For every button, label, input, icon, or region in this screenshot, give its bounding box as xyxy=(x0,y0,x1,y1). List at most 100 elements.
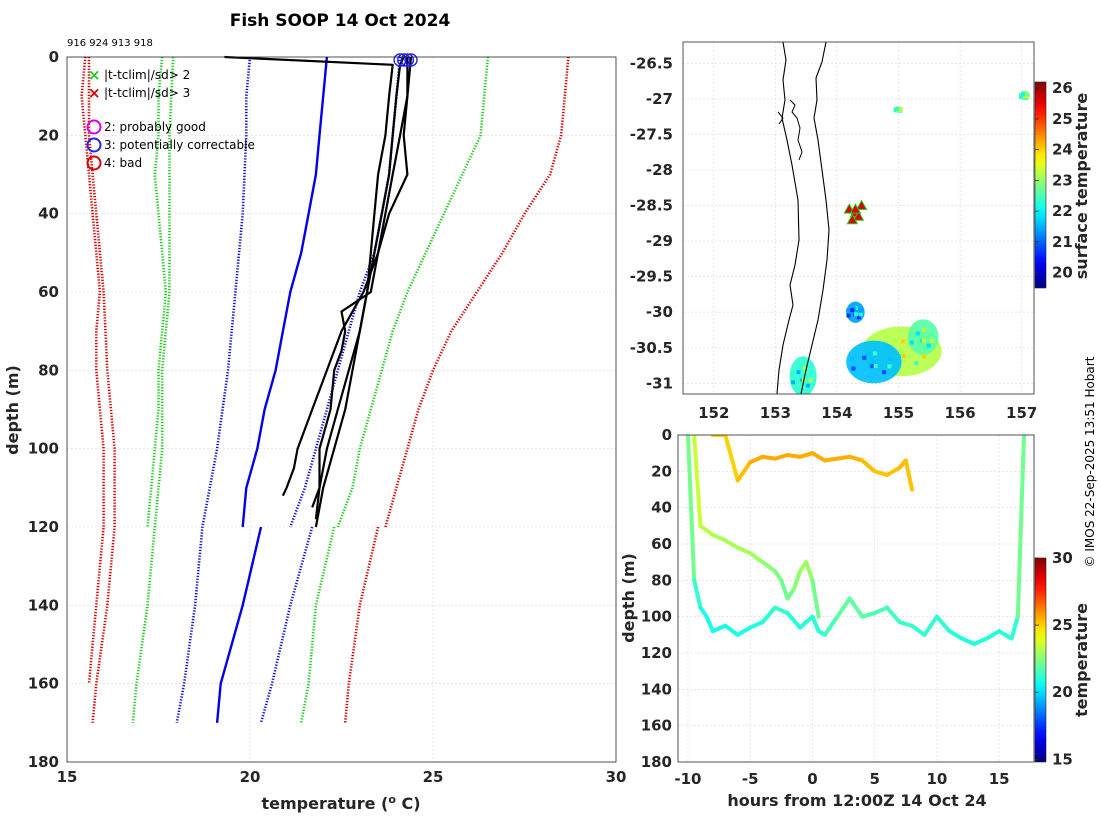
temperature-colorbar-tick-label: 15 xyxy=(1052,750,1073,768)
surface-colorbar-tick-label: 21 xyxy=(1052,233,1073,251)
sst-pixel xyxy=(790,371,795,376)
timeseries-ticks: -10 -5 0 5 10 15 0 20 40 60 80 100 120 140 160 180 xyxy=(641,426,1010,788)
temperature-colorbar-tick-label: 20 xyxy=(1052,683,1073,701)
surface-colorbar-label: surface temperature xyxy=(1072,93,1091,280)
map-y-tick-label: -31 xyxy=(646,374,673,392)
sst-pixel xyxy=(899,349,904,354)
profile-2-line xyxy=(314,56,405,520)
mid-depth-trace-segment xyxy=(692,435,703,528)
sst-pixel xyxy=(929,338,934,343)
sst-pixel xyxy=(872,351,877,356)
profile-y-tick-label: 100 xyxy=(28,440,59,458)
sst-pixel xyxy=(870,364,875,369)
timeseries-frame xyxy=(677,434,1035,763)
timeseries-x-tick-label: -5 xyxy=(742,770,759,788)
sst-pixel xyxy=(909,340,914,345)
sst-pixel xyxy=(791,380,796,385)
deep-bottom-trace-segment xyxy=(885,605,902,625)
map-x-tick-label: 157 xyxy=(1006,404,1037,422)
surface-colorbar-tick-label: 23 xyxy=(1052,171,1073,189)
sst-pixel xyxy=(914,361,919,366)
clim-3sd-low-b-line xyxy=(87,57,116,723)
timeseries-x-tick-label: 5 xyxy=(869,770,879,788)
sst-pixel xyxy=(1025,92,1030,97)
surface-colorbar-tick-label: 22 xyxy=(1052,202,1073,220)
legend-flag4-circle xyxy=(86,155,102,171)
shallow-trace-segment xyxy=(760,454,778,461)
sst-pixel xyxy=(1018,38,1022,42)
legend-2sd-label: |t-tclim|/sd> 2 xyxy=(104,68,190,82)
map-y-tick-label: -29 xyxy=(646,232,673,250)
temperature-colorbar-label: temperature xyxy=(1072,603,1091,717)
timeseries-y-tick-label: 20 xyxy=(651,462,672,480)
sst-pixel xyxy=(806,383,811,388)
profile-x-tick-label: 20 xyxy=(240,768,261,786)
sst-pixel xyxy=(895,106,900,111)
sst-pixel xyxy=(867,362,872,367)
deep-bottom-trace-segment xyxy=(822,614,840,637)
shallow-trace-segment xyxy=(847,454,865,463)
surface-colorbar-tick-label: 20 xyxy=(1052,264,1073,282)
legend-flag3-circle xyxy=(86,137,102,153)
sst-pixel xyxy=(856,315,861,320)
flag-circles xyxy=(393,53,418,67)
shallow-trace-segment xyxy=(748,454,765,465)
deep-bottom-trace-segment xyxy=(922,614,939,637)
timeseries-y-tick-label: 80 xyxy=(651,571,672,589)
deep-bottom-trace-segment xyxy=(710,623,728,634)
timeseries-y-tick-label: 140 xyxy=(641,680,672,698)
clim-2sd-high-b-line xyxy=(299,526,336,724)
shallow-trace-segment xyxy=(797,451,815,459)
sst-pixel xyxy=(846,308,851,313)
map-y-tick-label: -28.5 xyxy=(630,197,673,215)
sst-pixel xyxy=(915,331,920,336)
timeseries-x-tick-label: 0 xyxy=(807,770,817,788)
deep-bottom-trace-segment xyxy=(972,636,989,646)
sst-pixel xyxy=(858,312,863,317)
shallow-trace-segment xyxy=(785,452,802,459)
timeseries-y-tick-label: 180 xyxy=(641,753,672,771)
timeseries-series xyxy=(685,435,1027,646)
mid-depth-trace-segment xyxy=(698,523,715,537)
profile-x-tick-label: 25 xyxy=(423,768,444,786)
clim-mean-solid-b-line xyxy=(215,526,263,723)
timeseries-x-axis-label: hours from 12:00Z 14 Oct 24 xyxy=(727,791,986,810)
shallow-trace-segment xyxy=(822,456,840,463)
map-y-tick-label: -30 xyxy=(646,303,673,321)
ship-track-markers xyxy=(843,199,868,225)
profile-y-axis-label: depth (m) xyxy=(3,365,22,455)
legend-flag4-label: 4: bad xyxy=(104,156,142,170)
timeseries-y-tick-label: 40 xyxy=(651,499,672,517)
profile-y-tick-label: 40 xyxy=(38,205,59,223)
shallow-trace-segment xyxy=(723,435,740,483)
credit-text: © IMOS 22-Sep-2025 13:51 Hobart xyxy=(1083,356,1097,567)
sst-pixel xyxy=(1018,36,1022,40)
ship-track-marker xyxy=(849,203,862,214)
sst-pixel xyxy=(1021,92,1026,97)
surface-colorbar-tick-label: 24 xyxy=(1052,141,1073,159)
deep-bottom-trace-segment xyxy=(835,596,852,619)
shallow-trace-segment xyxy=(835,454,852,461)
deep-bottom-trace-segment xyxy=(685,435,697,583)
flag-circle-marker xyxy=(400,53,415,67)
profile-gridlines xyxy=(66,56,617,763)
deep-bottom-trace-segment xyxy=(997,629,1014,641)
sst-pixel xyxy=(853,312,858,317)
sst-pixel xyxy=(1017,35,1021,39)
deep-bottom-trace-segment xyxy=(872,605,890,616)
sst-pixel xyxy=(926,343,931,348)
mid-depth-trace-segment xyxy=(735,545,753,556)
sst-pixel xyxy=(801,374,806,379)
mid-depth-trace-segment xyxy=(760,560,778,574)
deep-bottom-trace-segment xyxy=(797,614,815,630)
sst-pixel xyxy=(1016,36,1020,40)
map-y-tick-label: -26.5 xyxy=(630,54,673,72)
map-y-tick-label: -30.5 xyxy=(630,339,673,357)
legend-flag2-label: 2: probably good xyxy=(104,120,206,134)
profile-panel: Fish SOOP 14 Oct 2024 916 924 913 918 15… xyxy=(3,11,626,813)
sst-pixel xyxy=(850,308,855,313)
island-outline xyxy=(789,99,803,161)
shallow-trace-segment xyxy=(860,458,877,474)
temperature-colorbar-ticks: 15 20 25 30 xyxy=(1035,549,1073,768)
sst-pixel xyxy=(918,328,923,333)
